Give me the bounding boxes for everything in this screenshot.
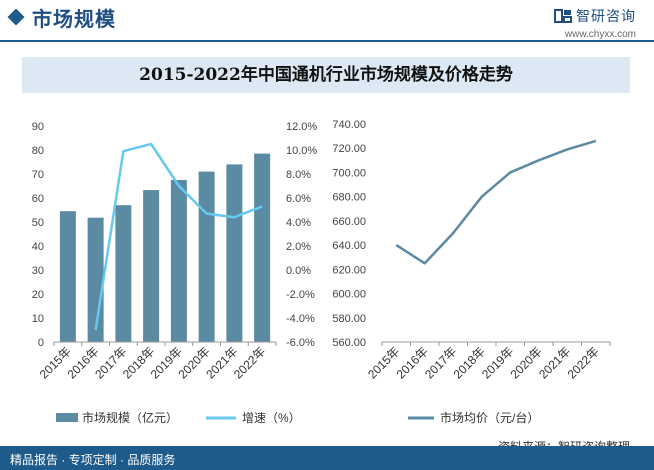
price-y-tick-label: 560.00 <box>332 337 366 349</box>
right-y-tick-label: 12.0% <box>286 121 317 133</box>
page-header: 市场规模 智研咨询 www.chyxx.com <box>0 0 654 40</box>
legend-price-label: 市场均价（元/台） <box>440 410 539 425</box>
price-y-tick-label: 700.00 <box>332 167 366 179</box>
market-size-chart: 0 10 20 30 40 50 60 70 80 90 -6.0% -4.0% -2.0% 0.0% 2.… <box>32 121 318 425</box>
market-size-bar <box>59 211 76 342</box>
market-size-bar <box>254 153 271 342</box>
chart-title-box: 2015-2022年中国通机行业市场规模及价格走势 <box>22 57 630 93</box>
brand: 智研咨询 <box>554 6 636 26</box>
price-x-category-label: 2022年 <box>565 344 602 381</box>
right-y-tick-label: 2.0% <box>286 241 311 253</box>
right-y-tick-label: -4.0% <box>286 313 315 325</box>
market-price-line <box>395 139 597 265</box>
right-y-tick-label: -6.0% <box>286 337 315 349</box>
market-size-bar <box>198 171 215 342</box>
right-y-tick-label: 6.0% <box>286 193 311 205</box>
right-y-tick-label: 10.0% <box>286 145 317 157</box>
left-y-tick-label: 20 <box>32 289 44 301</box>
price-y-tick-label: 680.00 <box>332 192 366 204</box>
legend-bar-label: 市场规模（亿元） <box>82 410 178 425</box>
left-y-tick-label: 40 <box>32 241 44 253</box>
footer-bar: 精品报告 · 专项定制 · 品质服务 <box>0 446 654 470</box>
footer-services: 精品报告 · 专项定制 · 品质服务 <box>10 453 176 467</box>
x-category-label: 2022年 <box>231 344 268 381</box>
left-y-tick-label: 80 <box>32 145 44 157</box>
diamond-icon <box>7 8 25 26</box>
section-title: 市场规模 <box>32 9 116 31</box>
price-y-tick-label: 640.00 <box>332 240 366 252</box>
market-size-bar <box>115 205 132 342</box>
price-y-tick-label: 600.00 <box>332 289 366 301</box>
right-y-tick-label: 0.0% <box>286 265 311 277</box>
right-y-tick-label: 4.0% <box>286 217 311 229</box>
header-divider <box>0 40 654 42</box>
right-y-tick-label: -2.0% <box>286 289 315 301</box>
price-y-tick-label: 620.00 <box>332 264 366 276</box>
brand-name: 智研咨询 <box>576 8 636 24</box>
price-y-tick-label: 720.00 <box>332 143 366 155</box>
right-y-tick-label: 8.0% <box>286 169 311 181</box>
chart-title: 2015-2022年中国通机行业市场规模及价格走势 <box>139 65 513 85</box>
growth-rate-line <box>94 142 263 331</box>
legend-bar-swatch <box>56 413 78 422</box>
price-y-tick-label: 740.00 <box>332 119 366 131</box>
market-size-bar <box>226 164 243 342</box>
left-y-tick-label: 10 <box>32 313 44 325</box>
left-y-tick-label: 50 <box>32 217 44 229</box>
brand-url: www.chyxx.com <box>564 29 636 40</box>
left-y-tick-label: 70 <box>32 169 44 181</box>
left-y-tick-label: 0 <box>38 337 44 349</box>
left-y-tick-label: 90 <box>32 121 44 133</box>
price-y-tick-label: 580.00 <box>332 313 366 325</box>
left-y-tick-label: 30 <box>32 265 44 277</box>
price-y-tick-label: 660.00 <box>332 216 366 228</box>
market-price-chart: 560.00 580.00 600.00 620.00 640.00 660.00 680.… <box>332 119 611 425</box>
market-size-bar <box>143 190 160 342</box>
legend-line-label: 增速（%） <box>242 411 301 425</box>
brand-logo-icon <box>554 9 572 23</box>
left-y-tick-label: 60 <box>32 193 44 205</box>
market-size-bar <box>170 180 187 342</box>
